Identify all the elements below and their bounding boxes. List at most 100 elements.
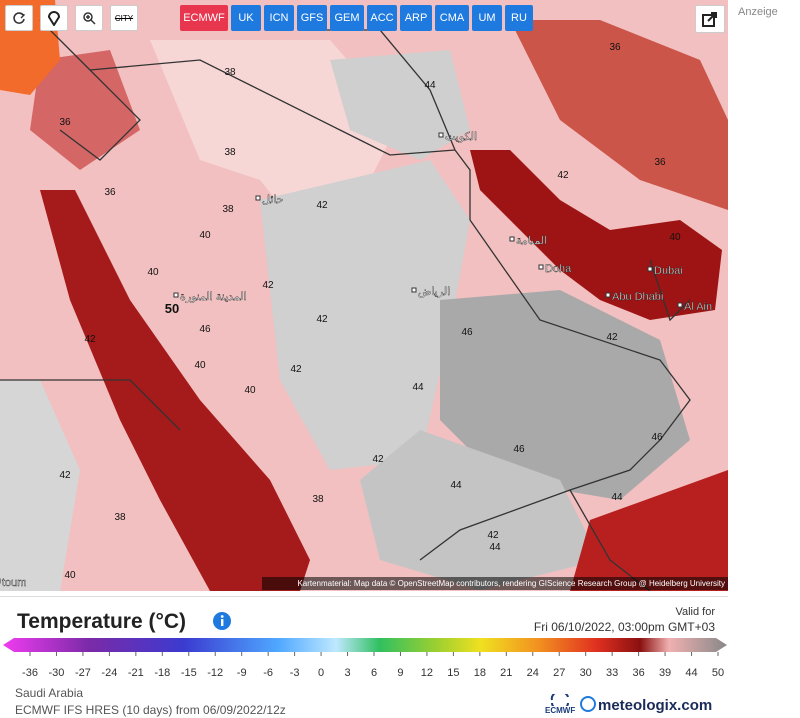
temp-zone (440, 290, 690, 500)
contour-label: 42 (316, 200, 328, 211)
model-button[interactable]: RU (505, 5, 533, 31)
model-button[interactable]: UK (231, 5, 261, 31)
model-button[interactable]: GFS (297, 5, 327, 31)
tick-label: 36 (632, 667, 644, 679)
model-button[interactable]: ACC (367, 5, 397, 31)
contour-label: 36 (104, 187, 116, 198)
tick-label: -21 (128, 667, 144, 679)
borders (0, 19, 691, 591)
tick-label: 18 (474, 667, 486, 679)
contour-label: 38 (222, 204, 234, 215)
tick-label: 44 (685, 667, 697, 679)
map[interactable]: 3838363638404242424050464240424044424446… (0, 0, 728, 591)
hot-zone (570, 470, 728, 591)
place-marker (509, 236, 515, 242)
contour-label: 38 (224, 67, 236, 78)
icon (83, 12, 96, 25)
contour-label: 50 (165, 301, 179, 316)
place-name: الكويت (445, 131, 477, 143)
place-name: Doha (545, 263, 572, 275)
tick-label: -36 (22, 667, 38, 679)
valid-for: Valid for (675, 606, 715, 618)
city-button[interactable]: CITY (110, 5, 138, 31)
contour-label: 42 (606, 332, 618, 343)
valid-time: Fri 06/10/2022, 03:00pm GMT+03 (533, 620, 715, 634)
place-name: حائل (262, 194, 284, 206)
tick-label: 9 (397, 667, 403, 679)
location-button[interactable] (40, 5, 68, 31)
contour-label: 38 (114, 512, 126, 523)
ad-label: Anzeige (738, 6, 778, 18)
contour-label: 42 (290, 364, 302, 375)
tick-label: -12 (207, 667, 223, 679)
temp-zone (330, 50, 470, 160)
contour-label: 36 (609, 42, 621, 53)
tick-label: -15 (181, 667, 197, 679)
contour-label: 44 (424, 80, 436, 91)
color-legend: -36 -30 -27 -24 -21 -18 -15 -12 -9 -6 -3 0 3 6 9 12 15 18… (3, 638, 727, 679)
contour-label: 40 (669, 232, 681, 243)
tick-label: -24 (101, 667, 117, 679)
attribution-bg (262, 577, 728, 590)
place-name: Dubai (654, 265, 683, 277)
attribution: Kartenmaterial: Map data © OpenStreetMap… (297, 579, 725, 588)
contour-label: 42 (487, 530, 499, 541)
icon (550, 694, 569, 706)
contour-label: 40 (199, 230, 211, 241)
contour-label: 44 (450, 480, 462, 491)
color-bar (3, 638, 727, 652)
temp-zone (360, 430, 600, 590)
share-button[interactable] (695, 5, 725, 33)
contour-label: 42 (372, 454, 384, 465)
model-button[interactable]: GEM (330, 5, 364, 31)
model-button[interactable]: CMA (435, 5, 469, 31)
tick-label: 15 (447, 667, 459, 679)
contour-label: 42 (84, 334, 96, 345)
tick-label: 24 (527, 667, 539, 679)
tick-label: 3 (344, 667, 350, 679)
hot-zone (470, 150, 722, 320)
contour-label: 44 (412, 382, 424, 393)
model-button[interactable]: ICN (264, 5, 294, 31)
tick-label: 21 (500, 667, 512, 679)
place-marker (677, 302, 683, 308)
ecmwf-text: ECMWF (545, 706, 576, 715)
tick-label: 30 (580, 667, 592, 679)
contour-label: 42 (557, 170, 569, 181)
contour-label: 38 (312, 494, 324, 505)
contour-label: 36 (654, 157, 666, 168)
place-marker (173, 292, 179, 298)
zoom-button[interactable] (75, 5, 103, 31)
model-button[interactable]: ECMWF (180, 5, 228, 31)
contour-label: 40 (244, 385, 256, 396)
info-icon[interactable] (212, 611, 232, 631)
refresh-button[interactable] (5, 5, 33, 31)
contour-label: 46 (651, 432, 663, 443)
model-run: ECMWF IFS HRES (10 days) from 06/09/2022… (15, 703, 286, 717)
tick-label: -3 (290, 667, 300, 679)
separator (0, 596, 728, 597)
model-button[interactable]: UM (472, 5, 502, 31)
tick-label: -27 (75, 667, 91, 679)
ecmwf-logo: ECMWF (545, 694, 575, 715)
contour-label: 40 (194, 360, 206, 371)
place-name: المنامة (516, 235, 547, 247)
region: Saudi Arabia (15, 686, 84, 700)
place-marker (255, 195, 261, 201)
contour-label: 44 (489, 542, 501, 553)
place-name: Abu Dhabi (612, 291, 663, 303)
legend-title: Temperature (°C) (17, 610, 187, 633)
hot-zone (40, 190, 310, 591)
tick-label: -9 (237, 667, 247, 679)
temp-zone (260, 160, 470, 470)
contour-label: 46 (461, 327, 473, 338)
brand: meteologix.com (580, 696, 712, 714)
place-marker (438, 132, 444, 138)
brand-icon (580, 696, 596, 712)
contour-label: 36 (59, 117, 71, 128)
place-name: الرياض (418, 286, 450, 298)
tick-label: 39 (659, 667, 671, 679)
model-button[interactable]: ARP (400, 5, 432, 31)
tick-label: 6 (371, 667, 377, 679)
